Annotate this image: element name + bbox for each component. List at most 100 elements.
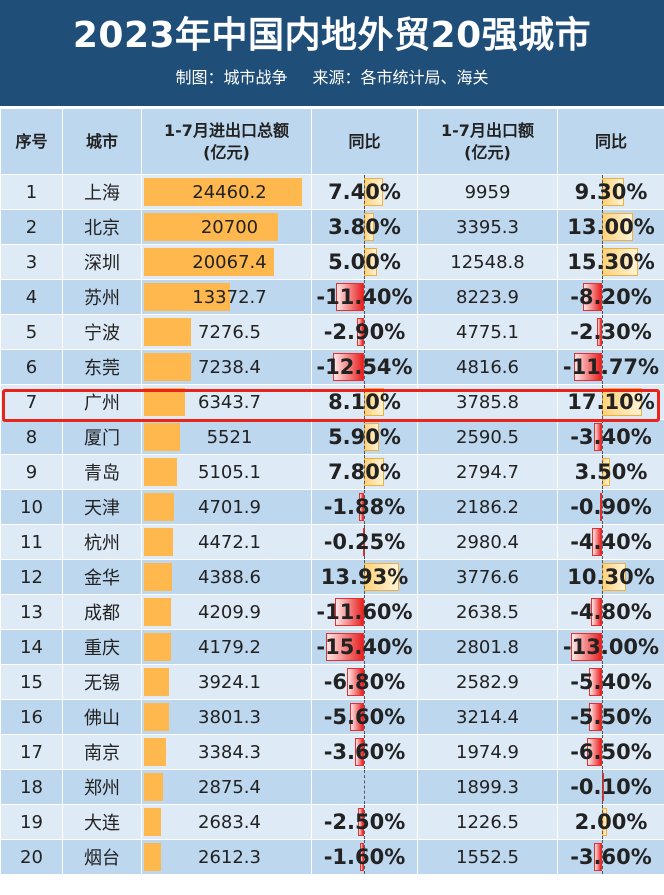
city-cell: 无锡: [62, 664, 142, 700]
yoy-cell: -1.60%: [311, 839, 418, 875]
zero-line: [602, 175, 603, 209]
city-cell: 北京: [62, 209, 142, 245]
total-cell: 2612.3: [141, 839, 312, 875]
zero-line: [602, 455, 603, 489]
rank-cell: 16: [0, 699, 63, 735]
rank-cell: 3: [0, 244, 63, 280]
yoy-value: -2.90%: [323, 320, 406, 344]
table-row: 20 烟台 2612.3 -1.60% 1552.5 -3.60%: [0, 839, 664, 875]
yoy-value: -11.77%: [562, 355, 660, 379]
yoy-value: -2.30%: [570, 320, 652, 344]
city-cell: 厦门: [62, 419, 142, 455]
negative-bar: [571, 633, 602, 661]
export-cell: 2582.9: [417, 664, 558, 700]
total-cell: 20700: [141, 209, 312, 245]
total-bar: [144, 353, 191, 381]
zero-line: [364, 420, 365, 454]
negative-bar: [582, 283, 602, 311]
negative-bar: [574, 353, 602, 381]
ranking-table: 序号 城市 1-7月进出口总额 (亿元) 同比 1-7月出口额 (亿元) 同比 …: [0, 108, 664, 875]
export-cell: 3785.8: [417, 384, 558, 420]
total-value: 13372.7: [192, 286, 267, 308]
yoy-value: -8.20%: [570, 285, 652, 309]
yoy-cell: -13.00%: [557, 629, 664, 665]
yoy-cell: -2.50%: [311, 804, 418, 840]
yoy-cell: 3.80%: [311, 209, 418, 245]
city-cell: 苏州: [62, 279, 142, 315]
col-header-total: 1-7月进出口总额 (亿元): [141, 108, 312, 175]
zero-line: [364, 770, 365, 804]
yoy-cell: -11.60%: [311, 594, 418, 630]
total-cell: 4388.6: [141, 559, 312, 595]
rank-cell: 9: [0, 454, 63, 490]
rank-cell: 20: [0, 839, 63, 875]
yoy-cell: 13.00%: [557, 209, 664, 245]
total-bar: [144, 318, 191, 346]
table-header-row: 序号 城市 1-7月进出口总额 (亿元) 同比 1-7月出口额 (亿元) 同比: [0, 108, 664, 175]
total-cell: 2875.4: [141, 769, 312, 805]
zero-line: [364, 175, 365, 209]
negative-bar: [357, 808, 364, 836]
export-cell: 2980.4: [417, 524, 558, 560]
total-value: 2875.4: [198, 776, 261, 798]
export-cell: 2801.8: [417, 629, 558, 665]
rank-cell: 8: [0, 419, 63, 455]
yoy-cell: [311, 769, 418, 805]
total-cell: 5521: [141, 419, 312, 455]
negative-bar: [594, 423, 602, 451]
export-cell: 4775.1: [417, 314, 558, 350]
zero-line: [602, 560, 603, 594]
export-cell: 1974.9: [417, 734, 558, 770]
source-text: 来源：各市统计局、海关: [312, 68, 489, 87]
yoy-cell: -11.40%: [311, 279, 418, 315]
rank-cell: 10: [0, 489, 63, 525]
city-cell: 东莞: [62, 349, 142, 385]
yoy-cell: 9.30%: [557, 174, 664, 210]
total-value: 4179.2: [198, 636, 261, 658]
yoy-cell: -4.40%: [557, 524, 664, 560]
zero-line: [364, 700, 365, 734]
table-row: 5 宁波 7276.5 -2.90% 4775.1 -2.30%: [0, 314, 664, 350]
total-value: 20700: [200, 216, 259, 238]
yoy-cell: -3.60%: [557, 839, 664, 875]
zero-line: [602, 245, 603, 279]
export-cell: 2590.5: [417, 419, 558, 455]
yoy-cell: -0.10%: [557, 769, 664, 805]
export-cell: 2186.2: [417, 489, 558, 525]
yoy-value: -11.60%: [316, 600, 413, 624]
col-header-export-yoy: 同比: [557, 108, 664, 175]
zero-line: [364, 805, 365, 839]
zero-line: [602, 420, 603, 454]
negative-bar: [335, 283, 364, 311]
total-cell: 5105.1: [141, 454, 312, 490]
yoy-value: 5.90%: [328, 425, 401, 449]
yoy-cell: 5.90%: [311, 419, 418, 455]
yoy-cell: 2.00%: [557, 804, 664, 840]
total-value: 20067.4: [192, 251, 267, 273]
negative-bar: [335, 598, 364, 626]
zero-line: [602, 805, 603, 839]
rank-cell: 19: [0, 804, 63, 840]
export-cell: 3214.4: [417, 699, 558, 735]
yoy-value: -5.60%: [323, 705, 406, 729]
yoy-value: 7.80%: [328, 460, 401, 484]
yoy-cell: -5.40%: [557, 664, 664, 700]
total-bar: [144, 808, 162, 836]
yoy-value: -4.80%: [570, 600, 652, 624]
total-value: 4209.9: [198, 601, 261, 623]
zero-line: [602, 490, 603, 524]
yoy-cell: -0.90%: [557, 489, 664, 525]
positive-bar: [364, 563, 399, 591]
city-cell: 烟台: [62, 839, 142, 875]
rank-cell: 17: [0, 734, 63, 770]
yoy-value: -6.50%: [570, 740, 652, 764]
yoy-value: -1.88%: [323, 495, 406, 519]
negative-bar: [350, 703, 364, 731]
total-bar: [144, 388, 185, 416]
city-cell: 宁波: [62, 314, 142, 350]
negative-bar: [356, 318, 364, 346]
export-cell: 2638.5: [417, 594, 558, 630]
col-header-export: 1-7月出口额 (亿元): [417, 108, 558, 175]
yoy-value: -12.54%: [316, 355, 413, 379]
